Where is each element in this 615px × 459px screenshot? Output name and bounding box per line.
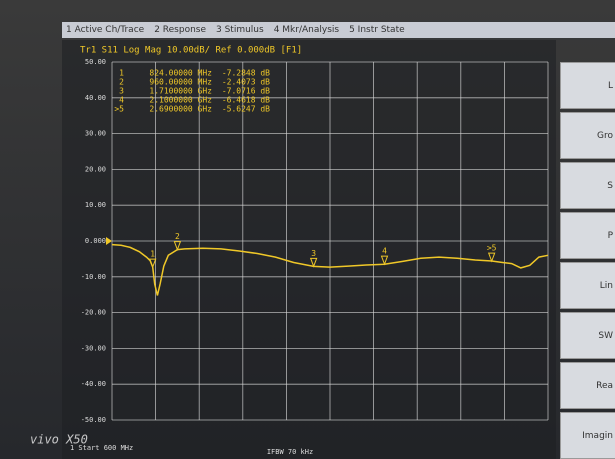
marker-number: 3 (119, 87, 124, 96)
marker (487, 252, 496, 263)
y-tick-label: -20.00 (81, 309, 106, 317)
marker-stimulus: 960.00000 MHz (149, 78, 212, 87)
marker-response: -2.4073 dB (222, 78, 270, 87)
marker-stimulus: 824.00000 MHz (149, 69, 212, 78)
marker-label: 3 (311, 249, 316, 258)
watermark: vivo X50 (30, 433, 88, 447)
marker-stimulus: 2.6900000 GHz (149, 105, 212, 114)
marker-response: -7.0716 dB (222, 87, 270, 96)
softkey[interactable]: Lin (560, 262, 615, 309)
chart-title: Tr1 S11 Log Mag 10.00dB/ Ref 0.000dB [F1… (80, 46, 302, 56)
y-tick-label: -50.00 (81, 416, 106, 424)
y-tick-label: 10.00 (85, 201, 106, 209)
y-tick-label: -30.00 (81, 344, 106, 352)
marker (380, 255, 389, 266)
marker-label: 1 (150, 250, 155, 259)
marker-response: -5.6247 dB (222, 105, 270, 114)
menu-tab[interactable]: 5 Instr State (349, 25, 405, 35)
marker-number: 2 (119, 78, 124, 87)
marker-response: -7.2848 dB (222, 69, 270, 78)
y-tick-label: 50.00 (85, 58, 106, 66)
marker (173, 241, 182, 252)
marker-number: 1 (119, 69, 124, 78)
footer-ifbw: IFBW 70 kHz (267, 448, 313, 456)
y-tick-label: 20.00 (85, 165, 106, 173)
plot-background (62, 40, 556, 459)
y-tick-label: 40.00 (85, 94, 106, 102)
marker-number: 4 (119, 96, 124, 105)
softkey-panel: L Gro S P Lin SW Rea Imagin (560, 62, 615, 459)
marker-stimulus: 1.7100000 GHz (149, 87, 212, 96)
marker-number: >5 (114, 105, 124, 114)
y-tick-label: -10.00 (81, 273, 106, 281)
softkey[interactable]: Gro (560, 112, 615, 159)
y-tick-label: 0.000 (85, 237, 106, 245)
marker-label: 2 (175, 232, 180, 241)
softkey[interactable]: P (560, 212, 615, 259)
marker (309, 257, 318, 268)
softkey[interactable]: Rea (560, 362, 615, 409)
menu-bar: 1 Active Ch/Trace 2 Response 3 Stimulus 4 M… (62, 22, 615, 38)
menu-tab[interactable]: 2 Response (154, 25, 206, 35)
y-tick-label: -40.00 (81, 380, 106, 388)
menu-tab[interactable]: 3 Stimulus (216, 25, 264, 35)
softkey[interactable]: L (560, 62, 615, 109)
y-tick-label: 30.00 (85, 130, 106, 138)
menu-tab[interactable]: 4 Mkr/Analysis (273, 25, 340, 35)
footer-start: 1 Start 600 MHz (70, 444, 133, 452)
softkey[interactable]: Imagin (560, 412, 615, 459)
marker-label: 4 (382, 247, 387, 256)
marker (148, 258, 157, 269)
menu-tab[interactable]: 1 Active Ch/Trace (66, 25, 145, 35)
marker-stimulus: 2.1000000 GHz (149, 96, 212, 105)
marker-label: >5 (487, 244, 497, 253)
reference-arrow (106, 237, 112, 245)
softkey[interactable]: S (560, 162, 615, 209)
marker-response: -6.4618 dB (222, 96, 270, 105)
softkey[interactable]: SW (560, 312, 615, 359)
